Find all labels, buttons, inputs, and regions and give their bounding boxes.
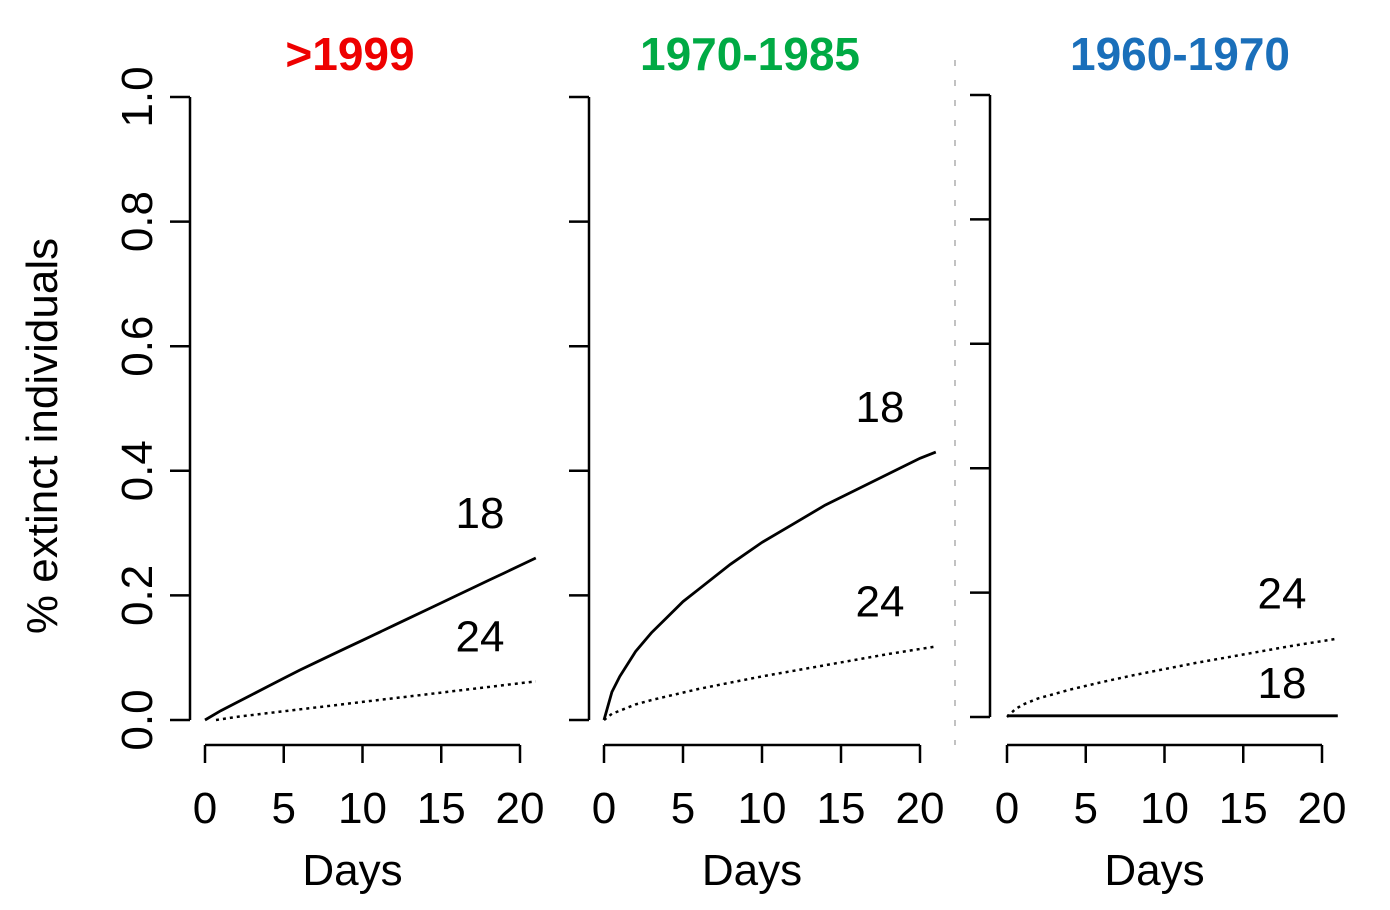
panel-title: 1970-1985 — [640, 28, 860, 80]
series-label-18: 18 — [456, 489, 505, 538]
x-axis-label: Days — [702, 846, 802, 895]
x-tick-label: 0 — [592, 784, 616, 833]
series-label-24: 24 — [856, 577, 905, 626]
panel-2: 1970-1985 0 5 10 15 20 Days 18 24 — [569, 28, 944, 895]
y-tick-label: 0.4 — [113, 440, 162, 501]
x-tick-label: 0 — [193, 784, 217, 833]
series-label-18: 18 — [856, 383, 905, 432]
x-tick-label: 20 — [496, 784, 545, 833]
x-tick-label: 20 — [1298, 784, 1347, 833]
x-tick-label: 15 — [817, 784, 866, 833]
x-tick-label: 15 — [1219, 784, 1268, 833]
x-tick-label: 15 — [417, 784, 466, 833]
y-tick-label: 0.8 — [113, 191, 162, 252]
x-tick-label: 20 — [896, 784, 945, 833]
panel-title: >1999 — [285, 28, 414, 80]
x-axis-label: Days — [302, 846, 402, 895]
y-tick-label: 0.0 — [113, 689, 162, 750]
panel-1: >1999 0.0 0.2 0.4 0.6 0.8 1.0 0 5 10 15 20 Days 18 24 — [113, 28, 544, 895]
series-label-24: 24 — [456, 612, 505, 661]
series-label-24: 24 — [1258, 570, 1307, 619]
series-line-24 — [1006, 637, 1338, 718]
series-line-18 — [204, 556, 537, 722]
x-tick-label: 10 — [1140, 784, 1189, 833]
x-tick-label: 5 — [1074, 784, 1098, 833]
x-tick-label: 5 — [671, 784, 695, 833]
y-tick-label: 0.6 — [113, 316, 162, 377]
series-line-18 — [602, 450, 937, 721]
series-line-24 — [215, 680, 536, 722]
x-axis-label: Days — [1104, 846, 1204, 895]
x-tick-label: 10 — [738, 784, 787, 833]
series-label-18: 18 — [1258, 659, 1307, 708]
x-tick-label: 10 — [338, 784, 387, 833]
x-tick-label: 0 — [995, 784, 1019, 833]
y-tick-label: 0.2 — [113, 565, 162, 626]
panel-3: 1960-1970 0 5 10 15 20 Days 24 18 — [970, 28, 1346, 895]
x-tick-label: 5 — [272, 784, 296, 833]
panel-title: 1960-1970 — [1070, 28, 1290, 80]
y-axis-label: % extinct individuals — [18, 238, 67, 634]
y-tick-label: 1.0 — [113, 66, 162, 127]
